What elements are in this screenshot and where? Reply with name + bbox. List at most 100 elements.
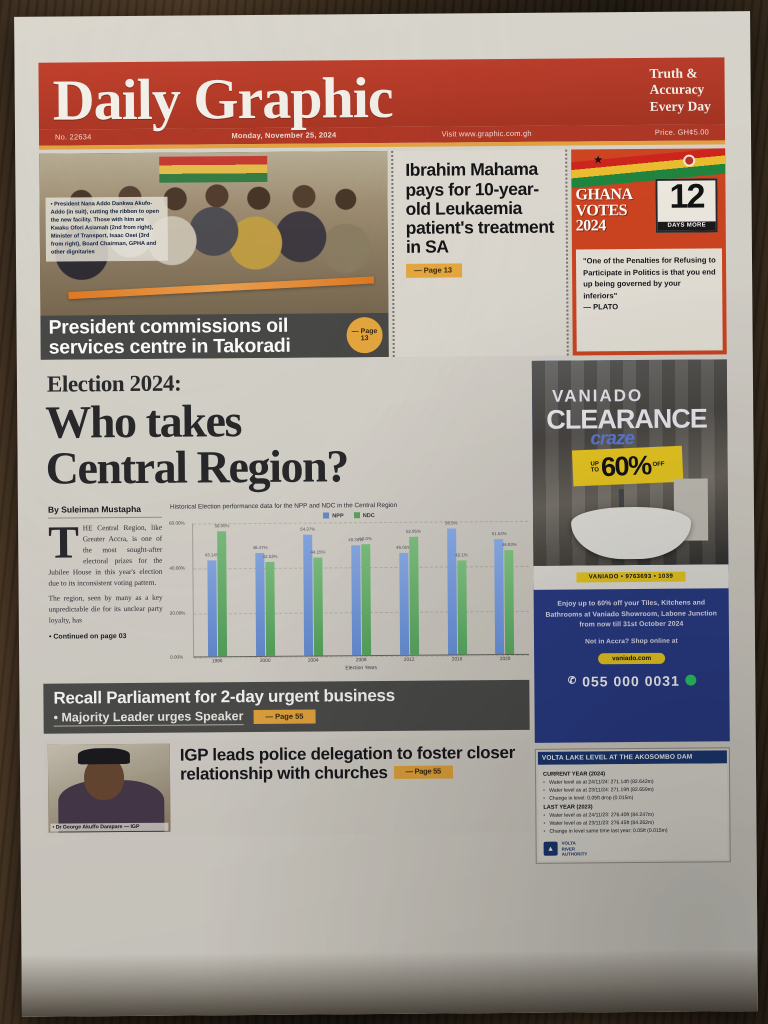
igp-photo[interactable]: • Dr George Akuffo Dampare — IGP [47,743,171,833]
recall-subhead: • Majority Leader urges Speaker [53,709,244,727]
phone-icon: ✆ [567,675,578,687]
chart-bar: 44.15% [310,549,325,657]
ad-percent: 60% [600,450,652,483]
takoradi-headline-bar[interactable]: President commissions oil services centr… [40,313,389,361]
chart-bar-label: 51.53% [491,531,507,537]
recall-headline: Recall Parliament for 2-day urgent busin… [53,686,395,709]
mahama-page-ref[interactable]: — Page 13 [406,263,463,278]
mahama-story-block[interactable]: Ibrahim Mahama pays for 10-year-old Leuk… [391,149,569,358]
ad-online-copy: Not in Accra? Shop online at [585,637,678,646]
ad-off-label: OFF [652,461,665,469]
chart-y-tick: 20.00% [169,610,186,616]
volta-current-list: Water level as at 24/11/24: 271.14ft (82… [543,779,722,803]
volta-last-list: Water level as at 24/11/23: 276.40ft (84… [543,812,722,836]
chart-x-label: Election Years [345,665,378,672]
right-column: VANIADO CLEARANCE craze UP TO 60% OFF VA… [531,359,731,864]
ad-phone-number: 055 000 0031 [582,672,680,690]
drop-cap: T [48,516,80,569]
chart-bar-label: 52.85% [405,529,421,535]
volta-footer: ▲ VOLTA RIVER AUTHORITY [543,840,723,857]
continued-note[interactable]: • Continued on page 03 [48,632,127,641]
volta-lake-box: VOLTA LAKE LEVEL AT THE AKOSOMBO DAM CUR… [534,747,731,864]
chart-bar-group: 51.53% 46.83% [492,531,517,655]
volta-current-title: CURRENT YEAR (2024) [543,771,606,779]
chart-bar-label: 42.52% [262,553,278,559]
mahama-headline: Ibrahim Mahama pays for 10-year-old Leuk… [405,159,555,258]
chart-y-tick: 60.00% [169,521,185,527]
volta-list-item: Change in level same time last year: 0.0… [543,827,722,836]
igp-headline: IGP leads police delegation to foster cl… [179,743,516,784]
vra-logo-icon: ▲ [543,841,558,856]
volta-body: CURRENT YEAR (2024) Water level as at 24… [537,763,728,861]
issue-number: No. 22634 [54,132,92,142]
chart-x-tick: 2012 [403,658,415,664]
chart-title: Historical Election performance data for… [169,502,398,512]
chart-bar-label: 50.0% [359,535,372,542]
chart-bar: 51.53% [492,531,507,655]
ad-discount-badge: UP TO 60% OFF [571,446,684,487]
lead-headline: Who takes Central Region? [45,395,349,494]
election-chart: Historical Election performance data for… [169,501,530,673]
chart-bar: 52.85% [406,529,421,656]
igp-story-block[interactable]: • Dr George Akuffo Dampare — IGP IGP lea… [43,737,531,837]
chart-bar: 46.05% [396,544,411,656]
ghana-votes-box[interactable]: ★ GHANA VOTES 2024 12 DAYS MORE "One of … [571,148,727,356]
chart-bar: 49.39% [348,537,363,656]
chart-x-tick: 2016 [451,657,463,663]
chart-bar: 46.83% [502,542,517,655]
chart-bar-group: 46.47% 42.52% [253,545,278,657]
chart-plot-area: 60.00% 40.00% 20.00% 0.00% 43.14% 56.05% 46.47… [169,521,530,660]
chart-bar-group: 49.39% 50.0% [348,536,372,656]
igp-page-ref[interactable]: — Page 55 [393,765,453,780]
recall-parliament-block[interactable]: Recall Parliament for 2-day urgent busin… [43,680,530,734]
vaniado-advertisement[interactable]: VANIADO CLEARANCE craze UP TO 60% OFF VA… [531,359,730,744]
chart-bar-label: 44.15% [310,549,326,555]
chart-x-tick: 2004 [307,659,319,665]
chart-bar-label: 54.37% [300,526,316,532]
ad-main-copy: Enjoy up to 60% off your Tiles, Kitchens… [545,599,718,629]
vra-authority-label: VOLTA RIVER AUTHORITY [561,840,588,857]
chart-bar-label: 42.1% [455,552,468,558]
newspaper-front-page: Daily Graphic Truth & Accuracy Every Day… [14,11,758,1017]
cover-price: Price. GH¢5.00 [654,127,710,138]
countdown-counter: 12 DAYS MORE [655,178,718,234]
takoradi-photo-block[interactable]: • President Nana Addo Dankwa Akufo-Addo … [39,151,389,361]
chart-x-tick: 1996 [211,659,223,665]
ad-phone-row[interactable]: ✆ 055 000 0031 [542,672,721,689]
chart-bar-label: 46.47% [252,544,268,550]
chart-bar-group: 46.05% 52.85% [396,529,421,656]
chart-x-tick: 2020 [499,657,511,663]
page-reference-badge[interactable]: — Page 13 [346,317,383,354]
recall-subhead-row: • Majority Leader urges Speaker — Page 5… [53,707,522,727]
ad-copy: Enjoy up to 60% off your Tiles, Kitchens… [534,589,730,696]
chart-gridline [193,521,529,525]
ad-code-row: VANIADO • 9763693 • 1039 [533,564,729,591]
legend-npp: NPP [323,512,344,520]
chart-bar-group: 43.14% 56.05% [205,524,229,657]
lead-body: By Suleiman Mustapha T HE Central Region,… [42,501,530,674]
takoradi-headline: President commissions oil services centr… [48,314,291,360]
chart-y-tick: 40.00% [169,565,186,571]
plato-quote: "One of the Penalties for Refusing to Pa… [575,248,723,352]
ad-code: VANIADO • 9763693 • 1039 [576,572,686,583]
ghana-votes-brand: GHANA VOTES 2024 [575,186,633,235]
chart-bar: 56.5% [445,521,457,655]
ad-bathroom-photo: VANIADO CLEARANCE craze UP TO 60% OFF [531,359,729,567]
ad-website-button[interactable]: vaniado.com [598,652,666,665]
left-column: Election 2024: Who takes Central Region?… [41,361,531,867]
chart-bar: 43.14% [205,552,220,657]
chart-bar-label: 46.83% [501,541,517,547]
website-link[interactable]: Visit www.graphic.com.gh [441,129,532,139]
lead-kicker: Election 2024: [46,371,182,398]
igp-photo-caption: • Dr George Akuffo Dampare — IGP [50,822,169,832]
black-star-icon: ★ [593,154,604,167]
photo-caption: • President Nana Addo Dankwa Akufo-Addo … [45,197,169,262]
recall-page-ref[interactable]: — Page 55 [253,709,316,725]
chart-bar-label: 56.05% [214,523,230,529]
volta-list-item: Change in level: 0.05ft drop (0.015m) [543,794,722,803]
legend-ndc: NDC [353,512,375,520]
chart-bar-group: 54.37% 44.15% [300,527,325,657]
whatsapp-icon [684,674,696,687]
top-strip: • President Nana Addo Dankwa Akufo-Addo … [39,148,727,361]
countdown-label: DAYS MORE [657,221,716,232]
